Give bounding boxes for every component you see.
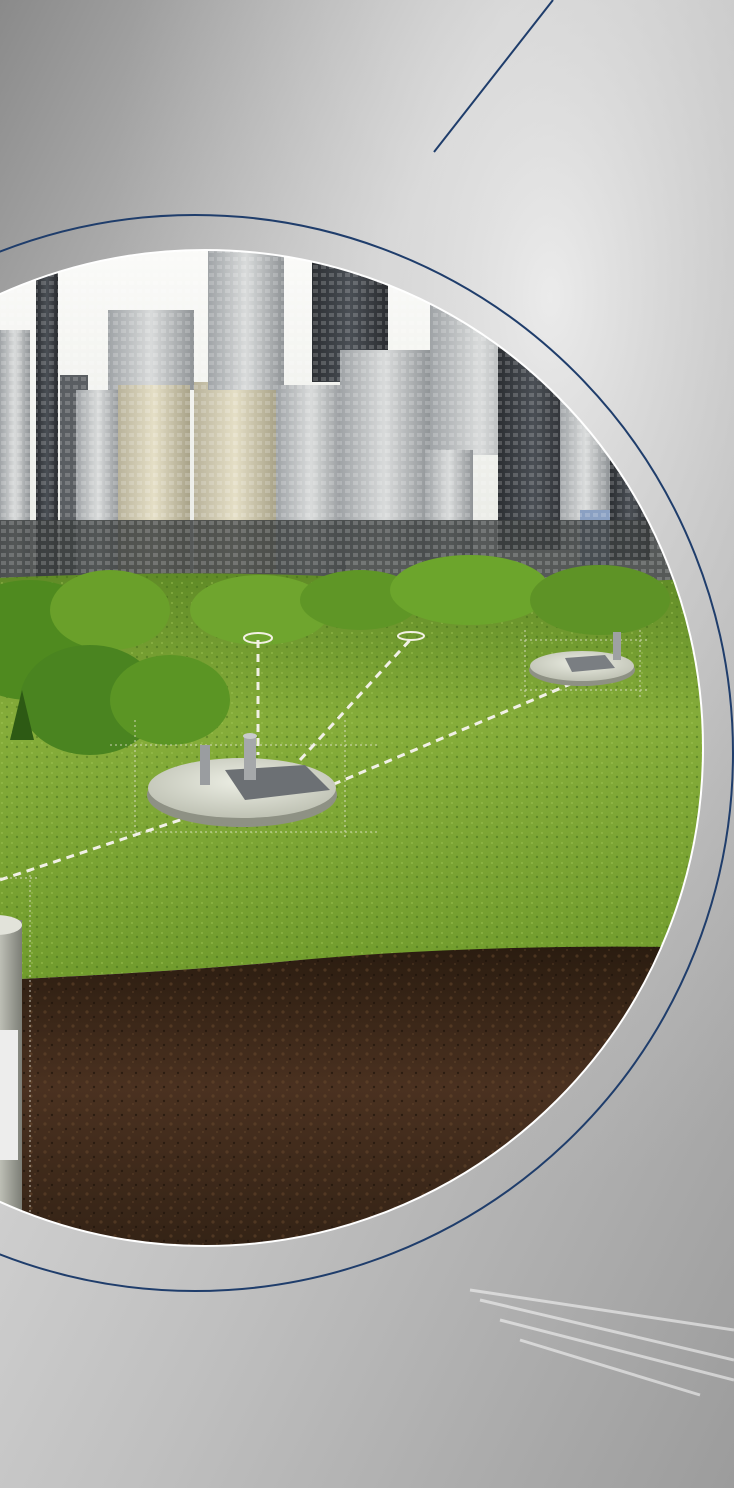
diagonal-accent-line: [433, 0, 554, 153]
circle-inner-border: [0, 249, 704, 1247]
circle-outer-border: [0, 214, 734, 1292]
tree-line: [0, 555, 670, 755]
light-streaks: [469, 1288, 734, 1397]
underground-storage-tank-cutaway: [0, 915, 42, 1246]
manhole-cover-icon: [243, 632, 273, 644]
city-skyline: [0, 250, 700, 590]
underground-storage-tank-icon: [147, 733, 337, 827]
vent-pipe-icon: [613, 632, 621, 660]
underground-storage-tank-icon: [529, 632, 635, 686]
vent-pipe-icon: [244, 736, 256, 780]
manhole-cover-icon: [397, 631, 425, 641]
vent-pipe-icon: [200, 745, 210, 785]
